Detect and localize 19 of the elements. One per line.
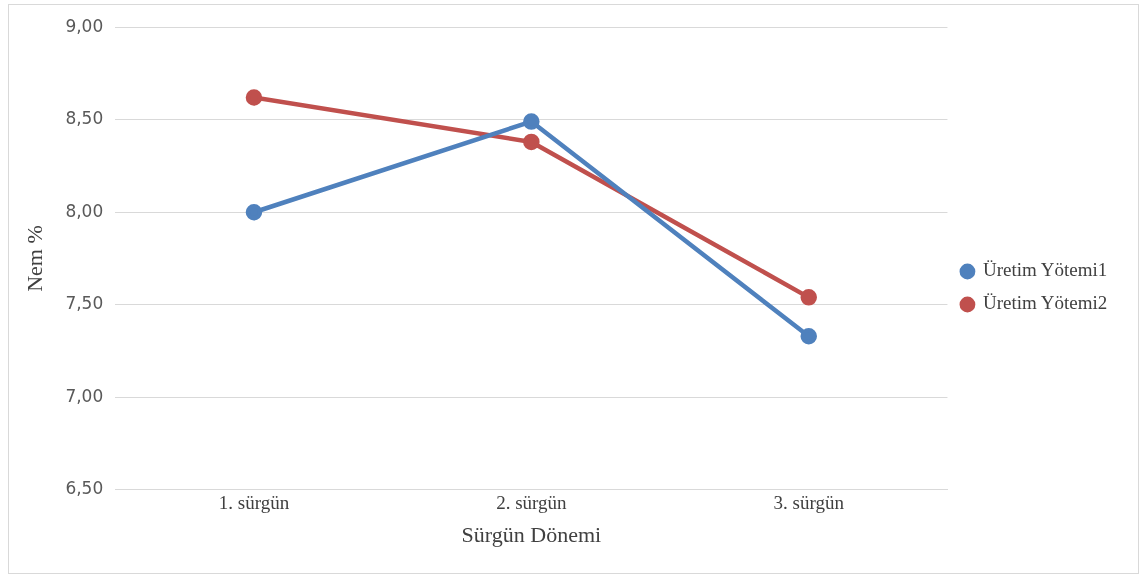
y-tick-label: 9,00 — [65, 15, 104, 36]
legend-label: Üretim Yötemi2 — [982, 292, 1108, 314]
x-tick-label: 2. sürgün — [496, 492, 568, 514]
y-tick-label: 7,00 — [65, 385, 104, 406]
legend-label: Üretim Yötemi1 — [982, 259, 1108, 281]
y-tick-label: 8,50 — [65, 108, 104, 129]
x-tick-label: 3. sürgün — [773, 492, 845, 514]
x-tick-label: 1. sürgün — [218, 492, 290, 514]
point — [523, 113, 540, 130]
point — [800, 327, 817, 345]
y-tick-label: 7,50 — [65, 293, 104, 314]
point — [245, 203, 263, 221]
point — [245, 89, 263, 106]
point — [523, 133, 540, 151]
y-tick-label: 6,50 — [65, 478, 104, 499]
y-axis-title: Nem % — [21, 225, 47, 292]
point — [800, 289, 817, 306]
x-axis-title: Sürgün Dönemi — [461, 521, 602, 547]
y-tick-label: 8,00 — [65, 200, 104, 221]
